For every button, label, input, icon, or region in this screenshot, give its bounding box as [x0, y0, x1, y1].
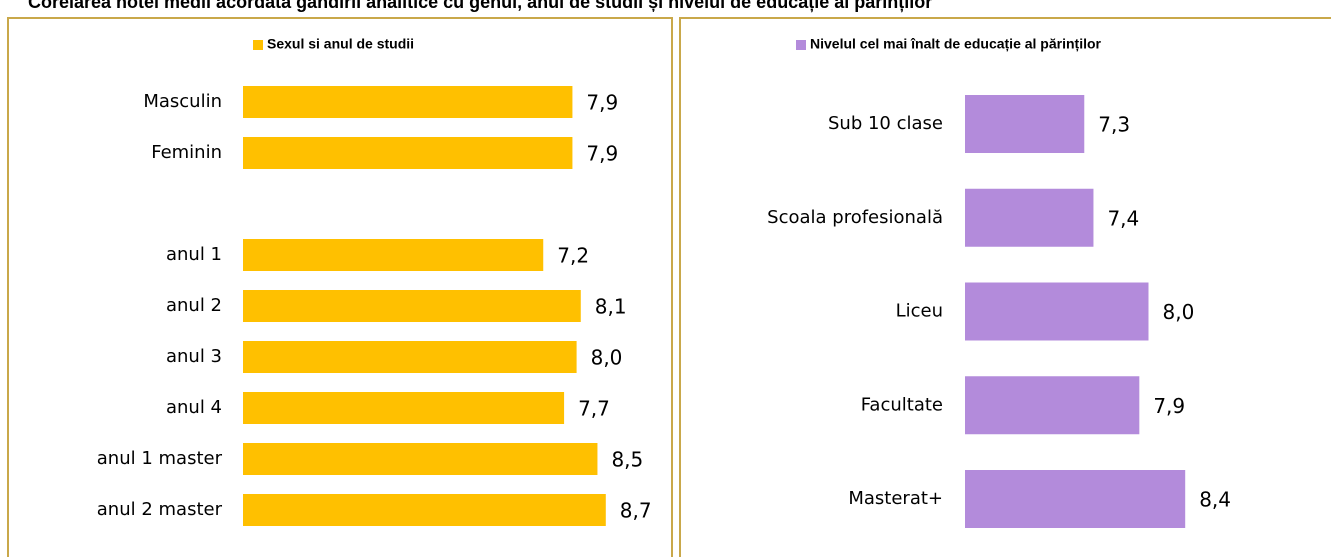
- legend-swatch: [796, 40, 806, 50]
- value-label: 8,4: [1199, 488, 1231, 512]
- category-label: Scoala profesională: [767, 207, 943, 228]
- value-label: 7,2: [557, 244, 589, 268]
- value-label: 7,7: [578, 397, 610, 421]
- legend-label: Nivelul cel mai înalt de educație al păr…: [810, 36, 1102, 52]
- category-label: anul 2 master: [97, 499, 223, 520]
- category-label: Feminin: [151, 142, 222, 163]
- bar: [243, 86, 573, 118]
- value-label: 8,1: [595, 295, 627, 319]
- value-label: 7,9: [586, 142, 618, 166]
- bar: [243, 290, 581, 322]
- legend-swatch: [253, 40, 263, 50]
- legend-label: Sexul si anul de studii: [267, 36, 414, 52]
- category-label: anul 3: [166, 346, 222, 367]
- bar: [965, 188, 1094, 247]
- category-label: Masculin: [143, 91, 222, 112]
- bar: [243, 137, 573, 169]
- value-label: 8,0: [1163, 300, 1195, 324]
- page-title: Corelarea notei medii acordată gândirii …: [28, 0, 932, 12]
- value-label: 8,5: [611, 448, 643, 472]
- bar: [243, 443, 598, 475]
- bar: [965, 282, 1149, 341]
- category-label: anul 2: [166, 295, 222, 316]
- value-label: 7,4: [1107, 206, 1139, 230]
- category-label: anul 1 master: [97, 448, 223, 469]
- bar: [243, 239, 544, 271]
- bar: [965, 376, 1140, 435]
- bar: [243, 494, 606, 526]
- category-label: anul 1: [166, 244, 222, 265]
- category-label: Facultate: [861, 394, 943, 415]
- panel-border: [7, 17, 673, 557]
- category-label: Masterat+: [848, 488, 943, 509]
- bar: [965, 470, 1186, 528]
- value-label: 8,0: [591, 346, 623, 370]
- bar: [965, 95, 1085, 153]
- value-label: 7,3: [1098, 113, 1130, 137]
- value-label: 7,9: [586, 91, 618, 115]
- bar: [243, 341, 577, 373]
- panel-border: [679, 17, 1331, 557]
- category-label: Liceu: [896, 301, 943, 322]
- category-label: anul 4: [166, 397, 222, 418]
- value-label: 8,7: [620, 499, 652, 523]
- bar: [243, 392, 565, 424]
- category-label: Sub 10 clase: [828, 113, 943, 134]
- value-label: 7,9: [1153, 394, 1185, 418]
